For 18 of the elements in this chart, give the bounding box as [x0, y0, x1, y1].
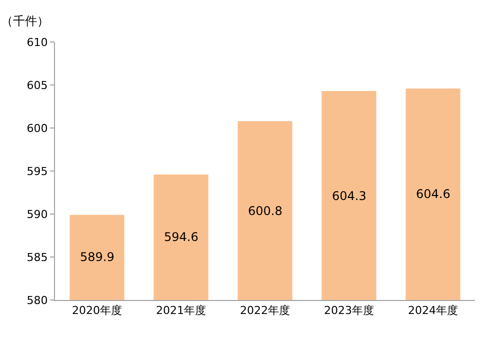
x-tick-label: 2024年度: [408, 304, 458, 318]
y-axis-title: （千件）: [1, 14, 49, 28]
x-tick-label: 2023年度: [324, 304, 374, 318]
y-tick-label: 580: [26, 294, 48, 307]
data-label: 600.8: [248, 204, 282, 218]
y-tick-label: 600: [26, 122, 48, 135]
x-tick-label: 2021年度: [156, 304, 206, 318]
y-tick-label: 610: [26, 36, 48, 49]
y-tick-label: 595: [26, 164, 48, 178]
data-label: 594.6: [164, 230, 198, 244]
y-tick-label: 605: [26, 78, 48, 92]
y-tick-label: 585: [26, 250, 48, 264]
x-tick-label: 2022年度: [240, 304, 290, 318]
y-tick-label: 590: [26, 208, 48, 221]
data-label: 589.9: [80, 250, 114, 264]
data-label: 604.3: [332, 189, 366, 203]
x-tick-label: 2020年度: [72, 304, 122, 318]
data-label: 604.6: [416, 187, 450, 201]
